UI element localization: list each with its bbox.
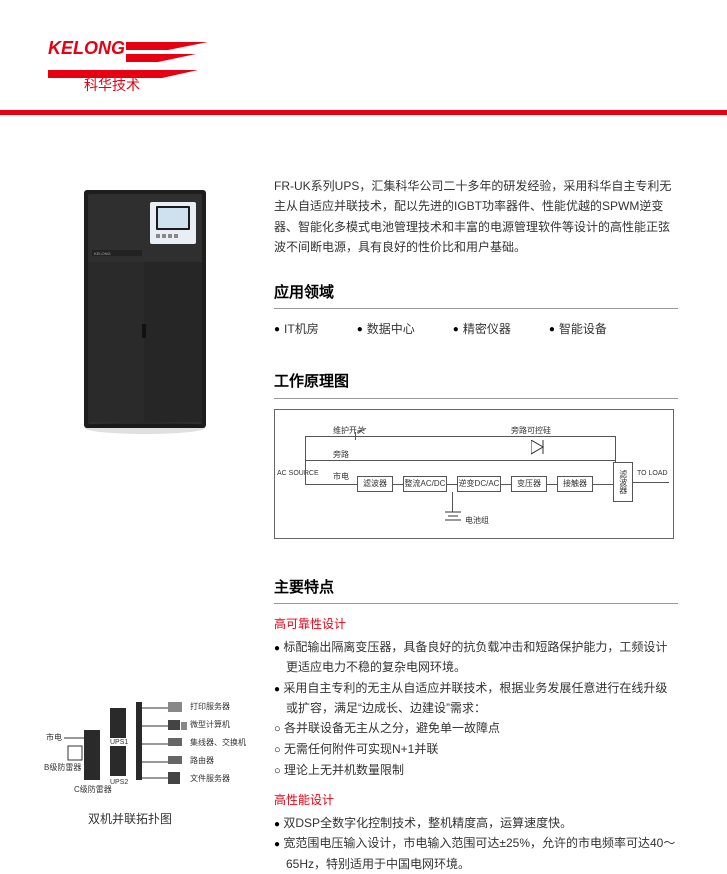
bullet-icon: ○ (274, 765, 281, 777)
diagram-label: 市电 (333, 470, 349, 484)
topology-diagram: 市电 B级防雷器 C级防雷器 UPS1 UPS2 打印服务器 微型计算机 集线器… (44, 692, 248, 801)
svg-text:B级防雷器: B级防雷器 (44, 762, 81, 772)
principle-title: 工作原理图 (274, 369, 678, 395)
svg-text:UPS2: UPS2 (110, 779, 128, 786)
svg-text:KELONG: KELONG (94, 251, 111, 256)
bullet-icon: ● (274, 819, 280, 830)
feature-subhead: 高可靠性设计 (274, 614, 678, 634)
feature-line: ● 双DSP全数字化控制技术，整机精度高，运算速度快。 (274, 813, 678, 833)
bullet-icon: ● (453, 321, 459, 338)
features-section: 主要特点 高可靠性设计 ● 标配输出隔离变压器，具备良好的抗负载冲击和短路保护能… (274, 575, 678, 874)
bullet-icon: ○ (274, 723, 281, 735)
content-column: FR-UK系列UPS，汇集科华公司二十多年的研发经验，采用科华自主专利无主从自适… (274, 176, 678, 874)
feature-text: 双DSP全数字化控制技术，整机精度高，运算速度快。 (283, 816, 572, 830)
application-item: ●精密仪器 (453, 319, 511, 339)
feature-line: ● 采用自主专利的无主从自适应并联技术，根据业务发展任意进行在线升级或扩容，满足… (274, 678, 678, 719)
application-label: 精密仪器 (463, 319, 511, 339)
feature-line: ● 宽范围电压输入设计，市电输入范围可达±25%，允许的市电频率可达40～65H… (274, 833, 678, 874)
diagram-block: 逆变DC/AC (457, 476, 501, 492)
feature-line: ○ 无需任何附件可实现N+1并联 (274, 739, 678, 760)
intro-paragraph: FR-UK系列UPS，汇集科华公司二十多年的研发经验，采用科华自主专利无主从自适… (274, 176, 678, 258)
feature-text: 无需任何附件可实现N+1并联 (284, 742, 438, 756)
features-title: 主要特点 (274, 575, 678, 601)
legend-item: 打印服务器 (190, 701, 230, 711)
diagram-block: 滤波器 (357, 476, 393, 492)
application-item: ●智能设备 (549, 319, 607, 339)
application-label: IT机房 (284, 319, 319, 339)
diagram-block: 变压器 (511, 476, 547, 492)
application-item: ●数据中心 (357, 319, 415, 339)
feature-subhead: 高性能设计 (274, 790, 678, 810)
feature-text: 采用自主专利的无主从自适应并联技术，根据业务发展任意进行在线升级或扩容，满足“边… (283, 681, 667, 715)
diagram-block: 接触器 (557, 476, 593, 492)
legend-item: 集线器、交换机 (190, 737, 246, 747)
svg-text:C级防雷器: C级防雷器 (74, 784, 112, 794)
application-label: 智能设备 (559, 319, 607, 339)
brand-name-en: KELONG (48, 38, 125, 58)
diagram-label: 电池组 (465, 514, 489, 528)
brand-name-cn: 科华技术 (84, 77, 140, 92)
svg-text:UPS1: UPS1 (110, 739, 128, 746)
feature-text: 各并联设备无主从之分，避免单一故障点 (284, 721, 500, 735)
legend-item: 路由器 (190, 755, 214, 765)
diagram-block: 整流AC/DC (403, 476, 447, 492)
bullet-icon: ● (549, 321, 555, 338)
brand-logo: KELONG 科华技术 (48, 36, 218, 92)
diagram-label: AC SOURCE (277, 468, 319, 480)
bullet-icon: ● (274, 321, 280, 338)
application-label: 数据中心 (367, 319, 415, 339)
applications-row: ●IT机房 ●数据中心 ●精密仪器 ●智能设备 (274, 319, 678, 339)
feature-text: 标配输出隔离变压器，具备良好的抗负载冲击和短路保护能力，工频设计更适应电力不稳的… (283, 640, 667, 674)
header-divider (0, 110, 727, 115)
bullet-icon: ● (274, 643, 280, 654)
principle-diagram: 维护开关 旁路可控硅 旁路 AC SOURCE 市电 滤波器 整流AC/DC 逆… (274, 409, 674, 539)
bullet-icon: ○ (274, 744, 281, 756)
battery-icon (445, 510, 461, 522)
application-item: ●IT机房 (274, 319, 319, 339)
legend-item: 文件服务器 (190, 773, 230, 783)
diagram-label: TO LOAD (637, 468, 668, 480)
svg-text:市电: 市电 (46, 732, 62, 742)
bullet-icon: ● (274, 684, 280, 695)
topology-caption: 双机并联拓扑图 (88, 810, 172, 827)
legend-item: 微型计算机 (190, 719, 230, 729)
bullet-icon: ● (357, 321, 363, 338)
diagram-label: 旁路可控硅 (511, 424, 551, 438)
bullet-icon: ● (274, 839, 280, 850)
principle-divider (274, 398, 678, 399)
scr-icon (531, 440, 545, 456)
feature-line: ○ 各并联设备无主从之分，避免单一故障点 (274, 718, 678, 739)
applications-divider (274, 308, 678, 309)
feature-line: ● 标配输出隔离变压器，具备良好的抗负载冲击和短路保护能力，工频设计更适应电力不… (274, 637, 678, 678)
feature-line: ○ 理论上无并机数量限制 (274, 760, 678, 781)
diagram-block: 滤波器 (613, 462, 633, 502)
applications-title: 应用领域 (274, 280, 678, 306)
feature-text: 理论上无并机数量限制 (284, 763, 404, 777)
features-divider (274, 603, 678, 604)
feature-text: 宽范围电压输入设计，市电输入范围可达±25%，允许的市电频率可达40～65Hz，… (283, 836, 675, 870)
product-image: KELONG (72, 184, 222, 436)
